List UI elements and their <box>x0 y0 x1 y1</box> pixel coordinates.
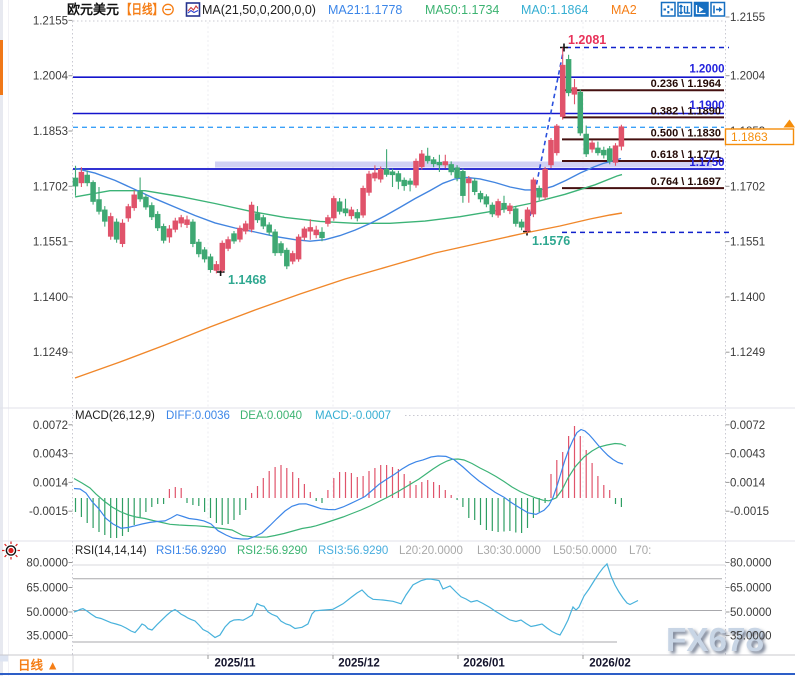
svg-text:DIFF:0.0036: DIFF:0.0036 <box>166 410 230 422</box>
svg-text:MA50:1.1734: MA50:1.1734 <box>425 3 499 17</box>
svg-text:2025/11: 2025/11 <box>215 658 257 670</box>
svg-text:1.1702: 1.1702 <box>730 181 765 193</box>
svg-text:1.1853: 1.1853 <box>33 126 68 138</box>
svg-text:0.500 \ 1.1830: 0.500 \ 1.1830 <box>651 127 721 139</box>
svg-text:0.618 \ 1.1771: 0.618 \ 1.1771 <box>651 149 721 161</box>
svg-text:1.2155: 1.2155 <box>33 15 68 27</box>
svg-text:MA2: MA2 <box>611 3 637 17</box>
svg-text:1.1400: 1.1400 <box>730 292 765 304</box>
svg-text:1.2000: 1.2000 <box>689 64 724 76</box>
svg-text:80.0000: 80.0000 <box>26 558 68 570</box>
svg-text:0.0043: 0.0043 <box>730 449 765 461</box>
svg-text:DEA:0.0040: DEA:0.0040 <box>240 410 302 422</box>
svg-text:MA0:1.1864: MA0:1.1864 <box>521 3 588 17</box>
svg-text:1.2155: 1.2155 <box>730 12 765 24</box>
svg-text:1.2004: 1.2004 <box>33 71 69 83</box>
svg-text:欧元美元: 欧元美元 <box>67 2 119 17</box>
svg-text:1.1900: 1.1900 <box>689 100 724 112</box>
svg-text:L50:50.0000: L50:50.0000 <box>553 545 617 557</box>
svg-text:1.1863: 1.1863 <box>731 130 768 144</box>
svg-text:RSI1:56.9290: RSI1:56.9290 <box>156 545 226 557</box>
svg-text:65.0000: 65.0000 <box>730 583 772 595</box>
svg-text:1.2004: 1.2004 <box>730 71 766 83</box>
svg-text:2026/01: 2026/01 <box>463 658 505 670</box>
svg-text:MACD:-0.0007: MACD:-0.0007 <box>315 410 391 422</box>
svg-text:-0.0015: -0.0015 <box>29 506 68 518</box>
svg-text:0.0014: 0.0014 <box>730 477 766 489</box>
svg-text:1.1400: 1.1400 <box>33 292 68 304</box>
svg-text:0.236 \ 1.1964: 0.236 \ 1.1964 <box>651 78 722 90</box>
svg-text:1.1576: 1.1576 <box>532 234 570 248</box>
svg-text:1.1249: 1.1249 <box>730 347 765 359</box>
svg-text:65.0000: 65.0000 <box>26 583 68 595</box>
svg-text:-0.0015: -0.0015 <box>730 506 769 518</box>
svg-text:L20:20.0000: L20:20.0000 <box>399 545 463 557</box>
svg-text:1.1750: 1.1750 <box>689 157 724 169</box>
svg-text:RSI3:56.9290: RSI3:56.9290 <box>318 545 388 557</box>
svg-text:0.0072: 0.0072 <box>730 420 765 432</box>
svg-text:1.1551: 1.1551 <box>730 237 765 249</box>
svg-text:0.764 \ 1.1697: 0.764 \ 1.1697 <box>651 176 721 188</box>
svg-text:35.0000: 35.0000 <box>730 631 772 643</box>
svg-text:1.1702: 1.1702 <box>33 181 68 193</box>
svg-text:0.0043: 0.0043 <box>33 449 68 461</box>
svg-text:2025/12: 2025/12 <box>338 658 380 670</box>
svg-text:50.0000: 50.0000 <box>730 607 772 619</box>
svg-text:35.0000: 35.0000 <box>26 631 68 643</box>
svg-text:MA(21,50,0,200,0,0): MA(21,50,0,200,0,0) <box>202 3 316 17</box>
svg-text:【日线】: 【日线】 <box>121 2 163 17</box>
svg-text:MACD(26,12,9): MACD(26,12,9) <box>75 410 155 422</box>
svg-text:FX678: FX678 <box>666 621 764 658</box>
svg-text:0.0072: 0.0072 <box>33 420 68 432</box>
svg-text:1.1468: 1.1468 <box>228 273 266 287</box>
svg-text:1.1551: 1.1551 <box>33 237 68 249</box>
svg-text:0.0014: 0.0014 <box>33 477 69 489</box>
svg-text:0.382 \ 1.1890: 0.382 \ 1.1890 <box>651 105 721 117</box>
svg-text:MA21:1.1778: MA21:1.1778 <box>328 3 402 17</box>
svg-text:RSI2:56.9290: RSI2:56.9290 <box>237 545 307 557</box>
svg-text:50.0000: 50.0000 <box>26 607 68 619</box>
svg-text:L30:30.0000: L30:30.0000 <box>477 545 541 557</box>
svg-text:80.0000: 80.0000 <box>730 558 772 570</box>
svg-text:L70:: L70: <box>629 545 651 557</box>
svg-text:2026/02: 2026/02 <box>589 658 631 670</box>
svg-text:1.2081: 1.2081 <box>568 33 606 47</box>
svg-text:RSI(14,14,14): RSI(14,14,14) <box>75 545 147 557</box>
svg-text:日线 ▲: 日线 ▲ <box>18 658 59 673</box>
svg-text:1.1249: 1.1249 <box>33 347 68 359</box>
